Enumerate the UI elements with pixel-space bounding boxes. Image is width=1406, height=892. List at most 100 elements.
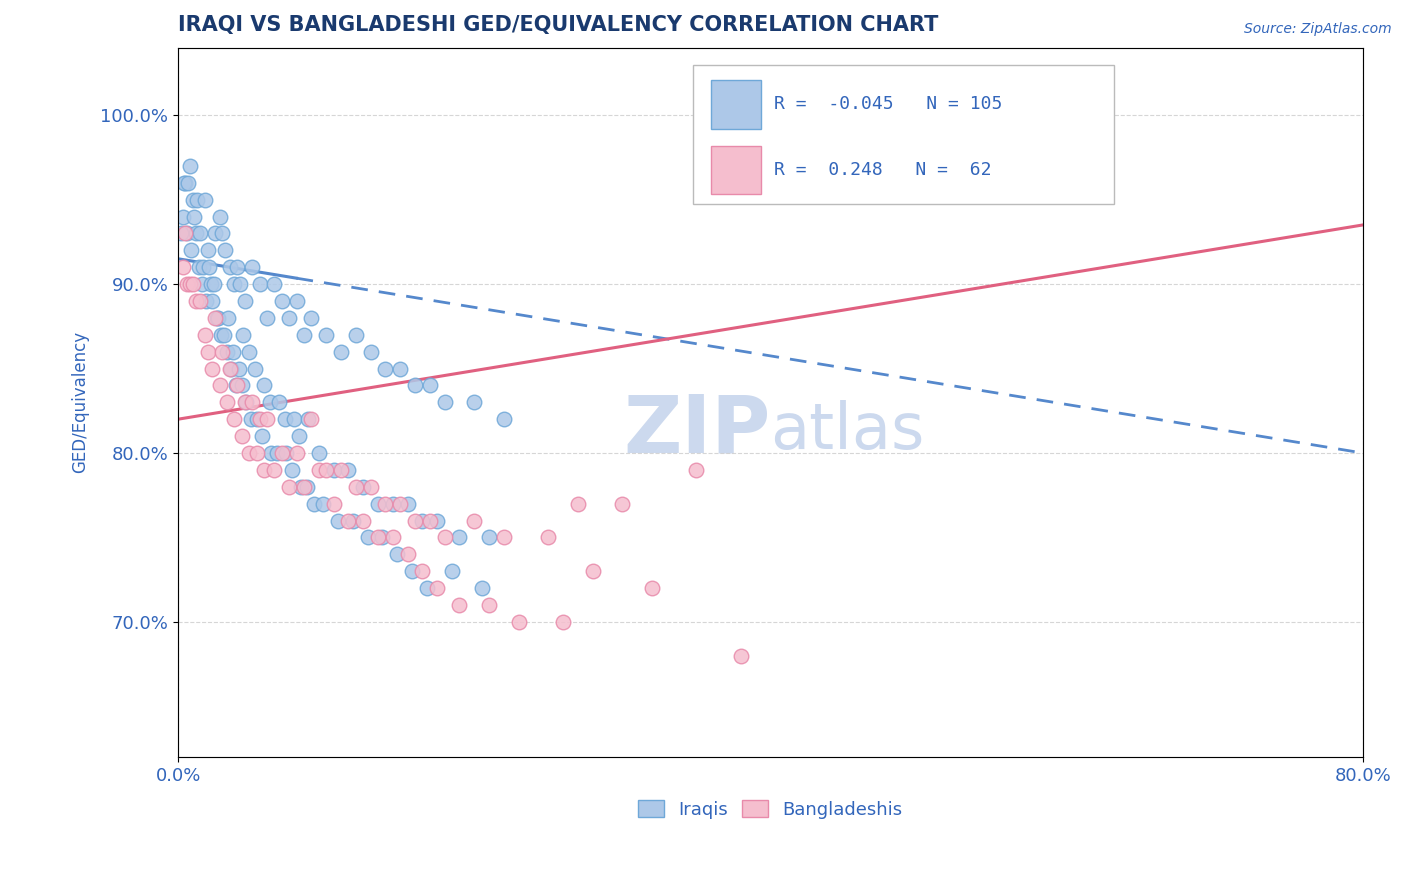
Point (288, 429, 311, 443)
Point (191, 277, 214, 291)
Point (186, 193, 208, 207)
Point (419, 514, 441, 528)
Point (249, 412, 271, 426)
Point (208, 210, 231, 224)
Point (329, 344, 352, 359)
Point (202, 277, 225, 291)
Point (172, 210, 194, 224)
Point (238, 446, 260, 460)
Point (179, 277, 201, 291)
Point (263, 463, 285, 477)
Point (245, 412, 267, 426)
Point (367, 530, 389, 544)
Point (449, 598, 471, 612)
Point (267, 395, 290, 409)
Legend: Iraqis, Bangladeshis: Iraqis, Bangladeshis (631, 793, 910, 826)
Point (396, 547, 419, 561)
Point (195, 293, 218, 308)
Point (278, 310, 301, 325)
Point (194, 327, 217, 342)
Point (374, 361, 396, 376)
Point (337, 463, 360, 477)
Point (292, 327, 315, 342)
Point (232, 327, 254, 342)
Point (240, 395, 263, 409)
Point (419, 378, 441, 392)
Point (249, 277, 271, 291)
Point (183, 210, 205, 224)
Point (176, 227, 198, 241)
Point (184, 227, 207, 241)
Point (194, 193, 217, 207)
Point (179, 159, 201, 173)
Point (197, 244, 219, 258)
Point (315, 327, 337, 342)
Point (492, 530, 515, 544)
Text: R =  0.248   N =  62: R = 0.248 N = 62 (773, 161, 991, 179)
Point (315, 463, 337, 477)
Point (188, 227, 211, 241)
Point (231, 378, 253, 392)
Point (197, 344, 219, 359)
Point (233, 293, 256, 308)
Point (352, 514, 374, 528)
Point (326, 514, 349, 528)
Point (411, 514, 433, 528)
Point (304, 497, 326, 511)
FancyBboxPatch shape (693, 65, 1114, 203)
Point (252, 429, 274, 443)
Point (308, 463, 330, 477)
Point (253, 378, 276, 392)
Point (224, 277, 246, 291)
Point (730, 648, 752, 663)
Point (198, 260, 221, 275)
Point (297, 412, 319, 426)
Point (205, 310, 228, 325)
Text: IRAQI VS BANGLADESHI GED/EQUIVALENCY CORRELATION CHART: IRAQI VS BANGLADESHI GED/EQUIVALENCY COR… (179, 15, 938, 35)
Point (283, 412, 305, 426)
Point (367, 497, 389, 511)
Point (173, 176, 195, 190)
Point (322, 497, 344, 511)
Point (344, 327, 367, 342)
Point (172, 260, 194, 275)
Point (641, 581, 664, 595)
Point (201, 361, 224, 376)
Point (567, 497, 589, 511)
Point (270, 293, 292, 308)
Point (214, 244, 236, 258)
Point (208, 378, 231, 392)
Point (433, 530, 456, 544)
Point (295, 480, 318, 494)
Point (217, 310, 239, 325)
Point (212, 327, 235, 342)
Text: Source: ZipAtlas.com: Source: ZipAtlas.com (1244, 22, 1392, 37)
Point (260, 446, 283, 460)
Point (329, 463, 352, 477)
Text: atlas: atlas (770, 400, 925, 462)
Point (273, 412, 295, 426)
Point (188, 293, 211, 308)
Point (224, 412, 246, 426)
Point (201, 293, 224, 308)
Point (396, 497, 419, 511)
Point (308, 446, 330, 460)
Point (292, 480, 315, 494)
Point (270, 446, 292, 460)
Point (299, 412, 322, 426)
Point (387, 547, 409, 561)
Point (176, 277, 198, 291)
Point (204, 227, 226, 241)
Point (478, 530, 501, 544)
Point (181, 193, 204, 207)
Point (187, 260, 209, 275)
Point (222, 344, 245, 359)
Point (238, 344, 260, 359)
Point (344, 480, 367, 494)
Point (215, 344, 238, 359)
Point (416, 581, 439, 595)
Point (404, 378, 426, 392)
Point (209, 327, 232, 342)
Point (253, 463, 276, 477)
Point (299, 310, 322, 325)
